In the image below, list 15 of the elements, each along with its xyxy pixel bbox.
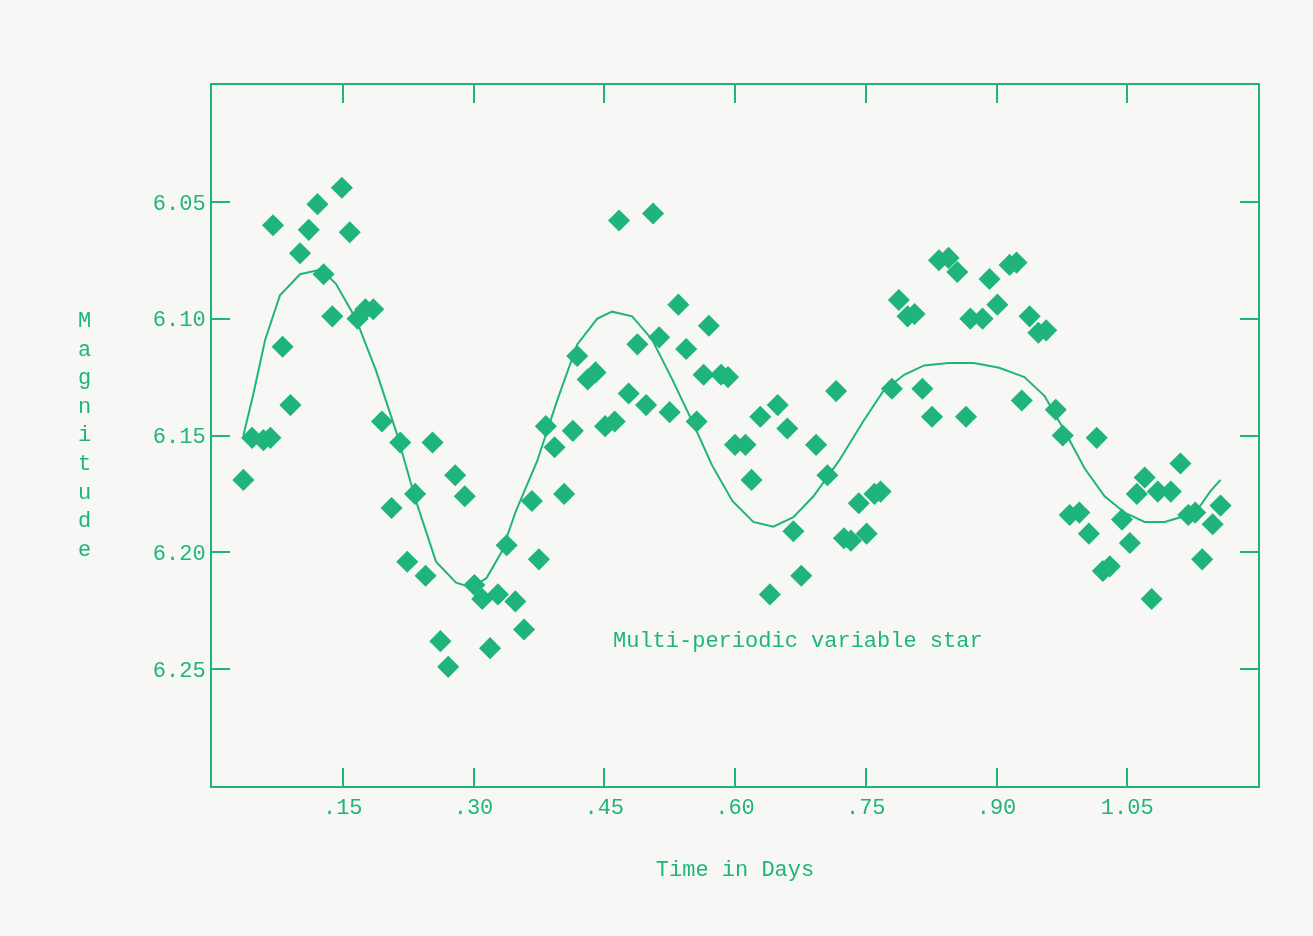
y-tick-label: 6.15 [152,425,206,451]
x-axis-title: Time in Days [655,857,815,883]
x-tick-label: .60 [715,796,755,822]
text: Magnitude [78,309,92,563]
x-tick-label: .30 [453,796,494,822]
y-tick-label: 6.25 [152,658,206,684]
y-tick-label: 6.20 [152,542,206,568]
x-tick-label: .15 [322,796,363,822]
y-tick-label: 6.10 [152,308,206,334]
y-tick-label: 6.05 [152,191,206,217]
x-tick-label: .45 [584,796,625,822]
x-tick-label: .75 [845,796,886,822]
x-tick-label: .90 [976,796,1017,822]
annotation: Multi-periodic variable star [613,629,983,654]
x-tick-label: 1.05 [1100,796,1154,822]
